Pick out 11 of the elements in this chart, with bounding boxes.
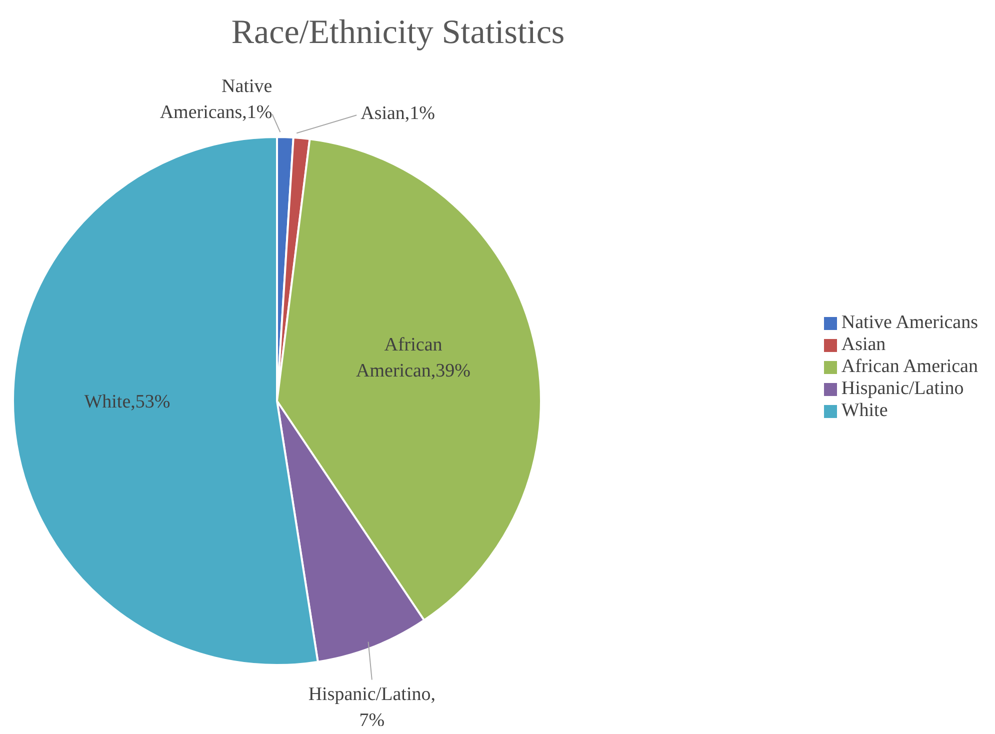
chart-title: Race/Ethnicity Statistics: [230, 14, 566, 52]
data-label: Hispanic/Latino, 7%: [308, 684, 436, 731]
legend-label: Asian: [841, 334, 886, 355]
data-label: African American,39%: [356, 334, 471, 382]
legend-label: White: [841, 400, 888, 421]
data-label: Native Americans,1%: [160, 76, 272, 124]
legend-label: Hispanic/Latino: [841, 378, 964, 399]
data-label: Asian,1%: [360, 103, 436, 124]
legend-label: African American: [841, 356, 978, 377]
legend-label: Native Americans: [841, 312, 978, 333]
data-label: White,53%: [84, 391, 170, 412]
